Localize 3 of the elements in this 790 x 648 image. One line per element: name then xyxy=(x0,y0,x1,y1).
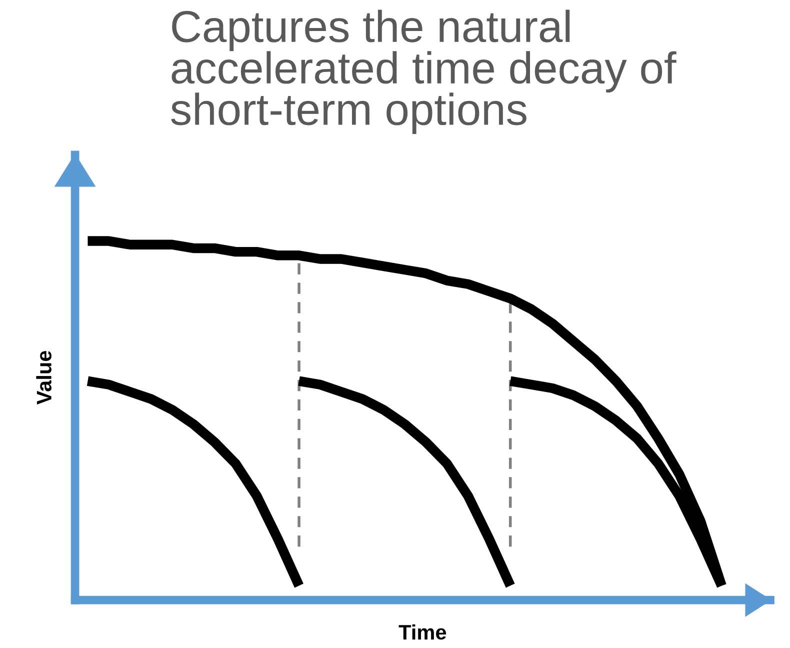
y-axis-title: Value xyxy=(36,350,52,405)
chart-title: Captures the natural accelerated time decay of short-term options xyxy=(171,10,676,134)
x-axis-title: Time xyxy=(398,624,446,640)
